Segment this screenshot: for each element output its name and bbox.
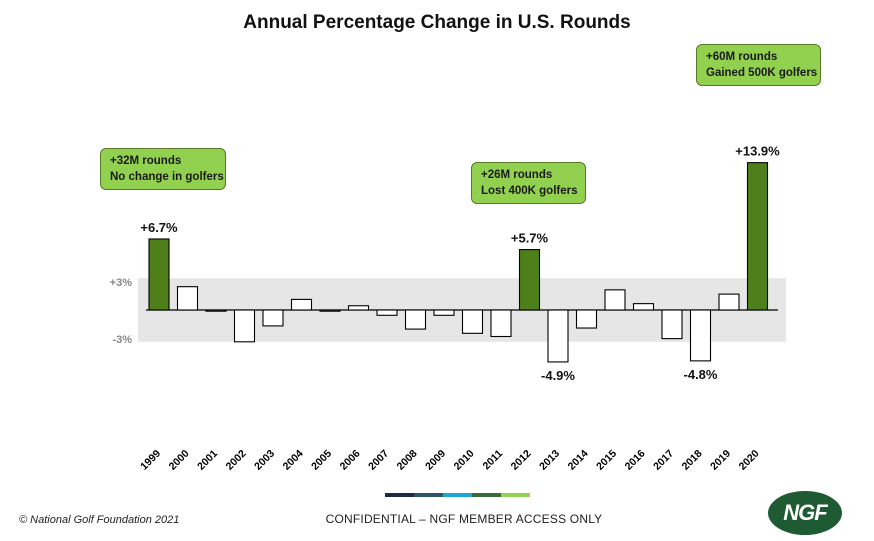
tick-label-2007: 2007 bbox=[366, 448, 391, 473]
bar-2003 bbox=[262, 309, 284, 327]
tick-label-2013: 2013 bbox=[537, 448, 562, 473]
tick-label-2015: 2015 bbox=[594, 448, 619, 473]
bar-2018 bbox=[689, 309, 712, 362]
bar-2002 bbox=[233, 309, 256, 343]
bar-2011 bbox=[490, 309, 512, 338]
data-label-2013: -4.9% bbox=[541, 368, 575, 383]
ngf-logo-text: NGF bbox=[783, 500, 827, 525]
tick-label-2005: 2005 bbox=[309, 448, 334, 473]
bar-2012 bbox=[518, 249, 541, 311]
bar-2010 bbox=[461, 309, 484, 334]
data-label-1999: +6.7% bbox=[140, 220, 178, 235]
bar-2000 bbox=[176, 286, 199, 311]
tick-label-2002: 2002 bbox=[224, 448, 249, 473]
tick-label-2001: 2001 bbox=[195, 448, 220, 473]
tick-label-2011: 2011 bbox=[481, 448, 506, 473]
callout-2020: +60M rounds Gained 500K golfers bbox=[696, 44, 821, 86]
bar-2006 bbox=[347, 305, 370, 311]
tick-label-2012: 2012 bbox=[509, 448, 534, 473]
callout-1999-line-2: No change in golfers bbox=[110, 171, 224, 183]
data-label-2020: +13.9% bbox=[735, 144, 780, 159]
stripe-segment-4 bbox=[472, 493, 501, 497]
band-label-upper: +3% bbox=[110, 277, 133, 289]
bar-2004 bbox=[290, 298, 313, 311]
tick-label-2008: 2008 bbox=[395, 448, 420, 473]
tick-label-2010: 2010 bbox=[452, 448, 477, 473]
data-label-2018: -4.8% bbox=[684, 367, 718, 382]
color-stripe bbox=[385, 493, 530, 497]
tick-label-2006: 2006 bbox=[338, 448, 363, 473]
bar-2007 bbox=[376, 309, 398, 316]
callout-1999-line-1: +32M rounds bbox=[110, 155, 182, 167]
callout-2012-line-1: +26M rounds bbox=[481, 169, 553, 181]
bar-2017 bbox=[661, 309, 683, 340]
tick-label-2003: 2003 bbox=[252, 448, 277, 473]
bar-2013 bbox=[547, 309, 569, 363]
bar-2016 bbox=[632, 303, 655, 311]
chart-title: Annual Percentage Change in U.S. Rounds bbox=[243, 12, 631, 33]
callout-2020-line-2: Gained 500K golfers bbox=[706, 67, 818, 79]
bar-2005 bbox=[319, 309, 341, 312]
bar-2014 bbox=[575, 309, 598, 329]
confidential-text: CONFIDENTIAL – NGF MEMBER ACCESS ONLY bbox=[325, 512, 603, 526]
bar-2009 bbox=[433, 309, 455, 316]
bar-2001 bbox=[205, 309, 227, 312]
bar-2020 bbox=[746, 162, 769, 311]
tick-label-1999: 1999 bbox=[138, 448, 163, 473]
callout-2012-line-2: Lost 400K golfers bbox=[481, 185, 578, 197]
tick-label-2017: 2017 bbox=[651, 448, 676, 473]
tick-label-2014: 2014 bbox=[566, 448, 591, 473]
data-label-2012: +5.7% bbox=[511, 231, 549, 246]
tick-label-2020: 2020 bbox=[737, 448, 762, 473]
copyright-text: © National Golf Foundation 2021 bbox=[19, 514, 180, 526]
tick-label-2004: 2004 bbox=[281, 448, 306, 473]
stripe-segment-3 bbox=[443, 493, 472, 497]
tick-label-2019: 2019 bbox=[708, 448, 733, 473]
bar-2008 bbox=[404, 309, 427, 330]
band-label-lower: -3% bbox=[112, 334, 132, 346]
callout-1999: +32M rounds No change in golfers bbox=[100, 148, 226, 190]
tick-label-2000: 2000 bbox=[167, 448, 192, 473]
callout-2012: +26M rounds Lost 400K golfers bbox=[471, 162, 586, 204]
tick-label-2009: 2009 bbox=[423, 448, 448, 473]
bar-2019 bbox=[718, 293, 740, 311]
bar-1999 bbox=[148, 238, 170, 311]
bar-2015 bbox=[604, 289, 626, 311]
stripe-segment-5 bbox=[501, 493, 530, 497]
tick-label-2018: 2018 bbox=[680, 448, 705, 473]
tick-label-2016: 2016 bbox=[623, 448, 648, 473]
stripe-segment-1 bbox=[385, 493, 414, 497]
ngf-logo: NGF bbox=[768, 491, 842, 535]
stripe-segment-2 bbox=[414, 493, 443, 497]
callout-2020-line-1: +60M rounds bbox=[706, 51, 778, 63]
